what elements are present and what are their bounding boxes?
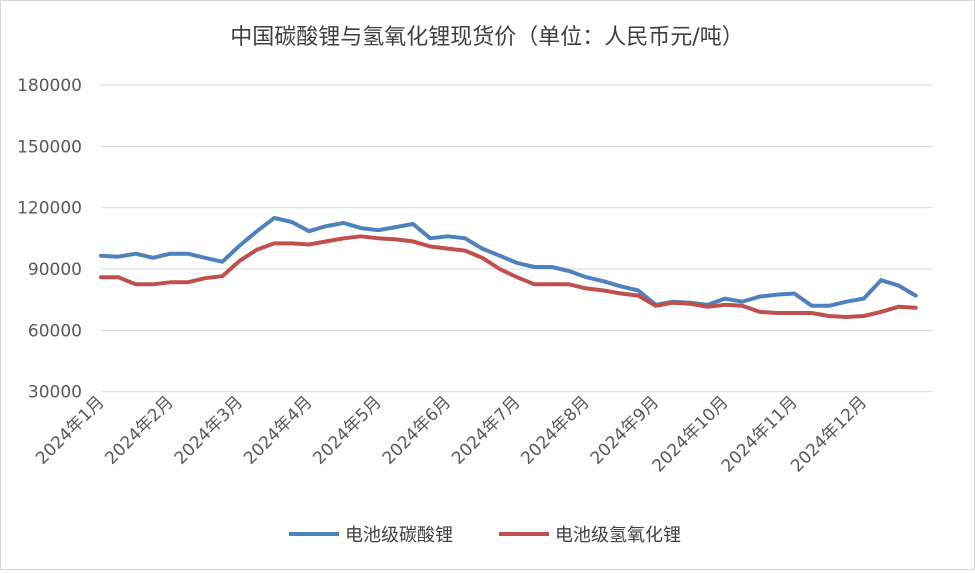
- y-tick-label: 30000: [28, 383, 82, 403]
- legend-label-2: 电池级氢氧化锂: [555, 525, 681, 546]
- x-tick-label: 2024年1月: [32, 392, 108, 468]
- x-tick-label: 2024年2月: [101, 392, 177, 468]
- y-tick-label: 150000: [17, 137, 82, 157]
- legend-label-1: 电池级碳酸锂: [345, 525, 453, 546]
- y-tick-label: 90000: [28, 260, 82, 280]
- x-axis-tick-labels: 2024年1月2024年2月2024年3月2024年4月2024年5月2024年…: [32, 392, 871, 476]
- series-line-2: [99, 234, 918, 319]
- y-tick-label: 120000: [17, 199, 82, 219]
- legend: 电池级碳酸锂 电池级氢氧化锂: [289, 525, 681, 546]
- x-tick-label: 2024年7月: [448, 392, 524, 468]
- data-series: [99, 215, 918, 319]
- chart-title: 中国碳酸锂与氢氧化锂现货价（单位：人民币元/吨）: [230, 25, 743, 50]
- series-line-1: [99, 215, 918, 308]
- x-tick-label: 2024年3月: [171, 392, 247, 468]
- x-tick-label: 2024年8月: [517, 392, 593, 468]
- y-axis-tick-labels: 30000 60000 90000 120000 150000 180000: [17, 76, 82, 403]
- x-tick-label: 2024年5月: [309, 392, 385, 468]
- x-tick-label: 2024年4月: [240, 392, 316, 468]
- x-tick-label: 2024年6月: [379, 392, 455, 468]
- x-tick-label: 2024年9月: [587, 392, 663, 468]
- grid-lines: [101, 84, 933, 393]
- y-tick-label: 60000: [28, 321, 82, 341]
- y-tick-label: 180000: [17, 76, 82, 96]
